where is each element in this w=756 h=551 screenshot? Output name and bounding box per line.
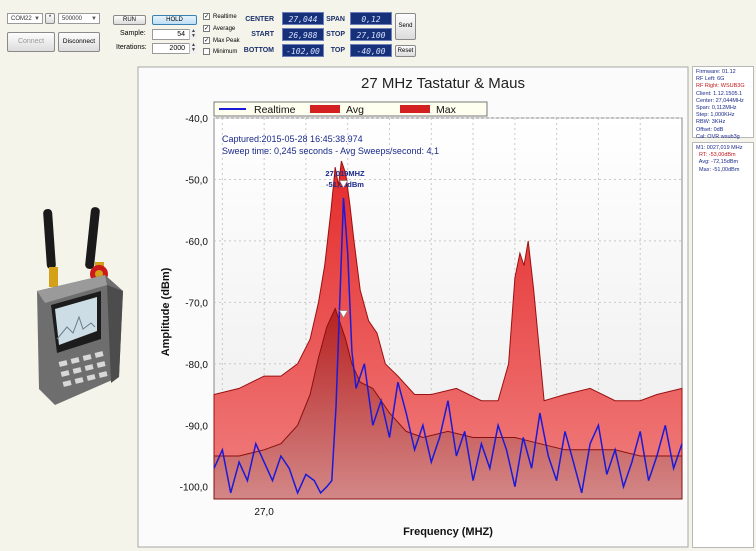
run-button[interactable]: RUN bbox=[113, 15, 146, 25]
info-line: M1: 0027,019 MHz bbox=[696, 145, 743, 151]
y-tick-label: -80,0 bbox=[185, 360, 208, 371]
top-field[interactable]: -40,00 bbox=[350, 44, 392, 57]
info-line: Step: 1,000KHz bbox=[696, 112, 735, 119]
legend-swatch-max bbox=[400, 105, 430, 113]
y-tick-label: -90,0 bbox=[185, 421, 208, 432]
port-select[interactable]: COM22 ▼ bbox=[7, 13, 43, 24]
info-line: Offset: 0dB bbox=[696, 126, 724, 133]
center-field[interactable]: 27,044 bbox=[282, 12, 324, 25]
check-icon: ✓ bbox=[203, 13, 210, 20]
y-tick-label: -40,0 bbox=[185, 114, 208, 125]
y-axis-label: Amplitude (dBm) bbox=[160, 267, 172, 356]
legend: Realtime Avg Max bbox=[213, 101, 488, 117]
center-label: CENTER bbox=[245, 16, 274, 23]
chart-title: 27 MHz Tastatur & Maus bbox=[361, 75, 525, 92]
series-realtime-line bbox=[213, 197, 683, 495]
span-label: SPAN bbox=[326, 16, 345, 23]
bottom-field[interactable]: -102,00 bbox=[282, 44, 324, 57]
stop-field[interactable]: 27,100 bbox=[350, 28, 392, 41]
disconnect-button[interactable]: Disconnect bbox=[58, 32, 100, 52]
port-refresh-button[interactable]: * bbox=[45, 13, 55, 24]
marker-layer bbox=[339, 180, 349, 319]
sample-stepper[interactable]: ▲ ▼ bbox=[189, 29, 197, 40]
span-field[interactable]: 0,12 bbox=[350, 12, 392, 25]
chevron-down-icon: ▼ bbox=[91, 16, 97, 22]
iterations-label: Iterations: bbox=[116, 44, 147, 51]
sample-label: Sample: bbox=[120, 30, 146, 37]
x-axis: 27,0 bbox=[254, 507, 274, 518]
x-tick-label: 27,0 bbox=[254, 507, 274, 518]
legend-label-avg: Avg bbox=[346, 104, 364, 116]
average-checkbox[interactable]: ✓ Average bbox=[203, 25, 236, 33]
info-line: Center: 27,044MHz bbox=[696, 97, 744, 104]
y-tick-label: -100,0 bbox=[180, 483, 209, 494]
info-line: Max: -51,00dBm bbox=[696, 166, 740, 173]
y-axis: -40,0 -50,0 -60,0 -70,0 -80,0 -90,0 -100,0 bbox=[180, 114, 209, 494]
marker-max-triangle bbox=[339, 180, 349, 189]
stop-label: STOP bbox=[326, 31, 345, 38]
info-line: RF Right: WSUB3G bbox=[696, 83, 745, 90]
iterations-stepper[interactable]: ▲ ▼ bbox=[189, 43, 197, 54]
info-line: RT: -53,00dBm bbox=[696, 152, 736, 159]
baud-select[interactable]: 500000 ▼ bbox=[58, 13, 100, 24]
device-image bbox=[37, 207, 123, 405]
legend-swatch-avg bbox=[310, 105, 340, 113]
sweep-info: Sweep time: 0,245 seconds - Avg Sweeps/s… bbox=[222, 146, 439, 156]
marker-avg-triangle bbox=[339, 310, 349, 319]
maxpeak-checkbox[interactable]: ✓ Max Peak bbox=[203, 37, 240, 45]
legend-label-max: Max bbox=[436, 104, 457, 116]
marker-info-panel: M1: 0027,019 MHz RT: -53,00dBm Avg: -72,… bbox=[692, 142, 754, 548]
sample-input[interactable]: 54 bbox=[152, 29, 190, 40]
checkbox-empty bbox=[203, 48, 210, 55]
bottom-label: BOTTOM bbox=[243, 47, 274, 54]
chevron-down-icon: ▼ bbox=[34, 16, 40, 22]
spectrum-chart: 27 MHz Tastatur & Maus -40,0 -50,0 -60,0 -7… bbox=[137, 66, 689, 548]
info-line: Avg: -72,15dBm bbox=[696, 159, 739, 166]
realtime-checkbox[interactable]: ✓ Realtime bbox=[203, 13, 237, 21]
legend-label-realtime: Realtime bbox=[254, 104, 296, 116]
info-line: RF Left: 6G bbox=[696, 76, 725, 83]
x-axis-label: Frequency (MHZ) bbox=[403, 526, 493, 538]
connect-button[interactable]: Connect bbox=[7, 32, 55, 52]
info-line: Cal: OVR wsub3g bbox=[696, 133, 740, 140]
y-tick-label: -50,0 bbox=[185, 175, 208, 186]
start-field[interactable]: 26,988 bbox=[282, 28, 324, 41]
iterations-input[interactable]: 2000 bbox=[152, 43, 190, 54]
send-button[interactable]: Send bbox=[395, 13, 416, 40]
hold-button[interactable]: HOLD bbox=[152, 15, 197, 25]
info-line: Client: 1.12.1505.1 bbox=[696, 90, 743, 97]
device-info-panel: Firmware: 01.12 RF Left: 6G RF Right: WSUB… bbox=[692, 66, 754, 140]
info-line: RBW: 3KHz bbox=[696, 119, 726, 126]
minimum-checkbox[interactable]: Minimum bbox=[203, 48, 237, 55]
y-tick-label: -70,0 bbox=[185, 298, 208, 309]
series-layer bbox=[213, 160, 683, 500]
check-icon: ✓ bbox=[203, 37, 210, 44]
reset-button[interactable]: Reset bbox=[395, 45, 416, 57]
marker-frequency-label: 27,019MHZ bbox=[325, 169, 365, 178]
start-label: START bbox=[251, 31, 274, 38]
capture-timestamp: Captured:2015-05-28 16:45:38.974 bbox=[222, 134, 363, 144]
info-line: Firmware: 01.12 bbox=[696, 69, 736, 75]
info-line: Span: 0,112MHz bbox=[696, 105, 737, 112]
top-label: TOP bbox=[330, 47, 345, 54]
check-icon: ✓ bbox=[203, 25, 210, 32]
y-tick-label: -60,0 bbox=[185, 237, 208, 248]
